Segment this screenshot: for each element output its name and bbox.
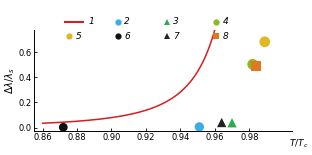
Text: 3: 3	[173, 17, 179, 26]
Text: $T/T_c$: $T/T_c$	[289, 138, 308, 150]
Text: 1: 1	[88, 17, 94, 26]
Point	[250, 63, 255, 66]
Y-axis label: $\Delta\lambda/\lambda_s$: $\Delta\lambda/\lambda_s$	[3, 67, 17, 94]
Point	[219, 121, 224, 124]
Text: 2: 2	[124, 17, 130, 26]
Text: 4: 4	[222, 17, 228, 26]
Point	[197, 126, 202, 128]
Point	[230, 122, 235, 124]
Text: 6: 6	[124, 31, 130, 40]
Text: 7: 7	[173, 31, 179, 40]
Text: 8: 8	[222, 31, 228, 40]
Text: 5: 5	[75, 31, 81, 40]
Point	[254, 64, 259, 67]
Point	[61, 126, 66, 128]
Point	[262, 41, 267, 43]
